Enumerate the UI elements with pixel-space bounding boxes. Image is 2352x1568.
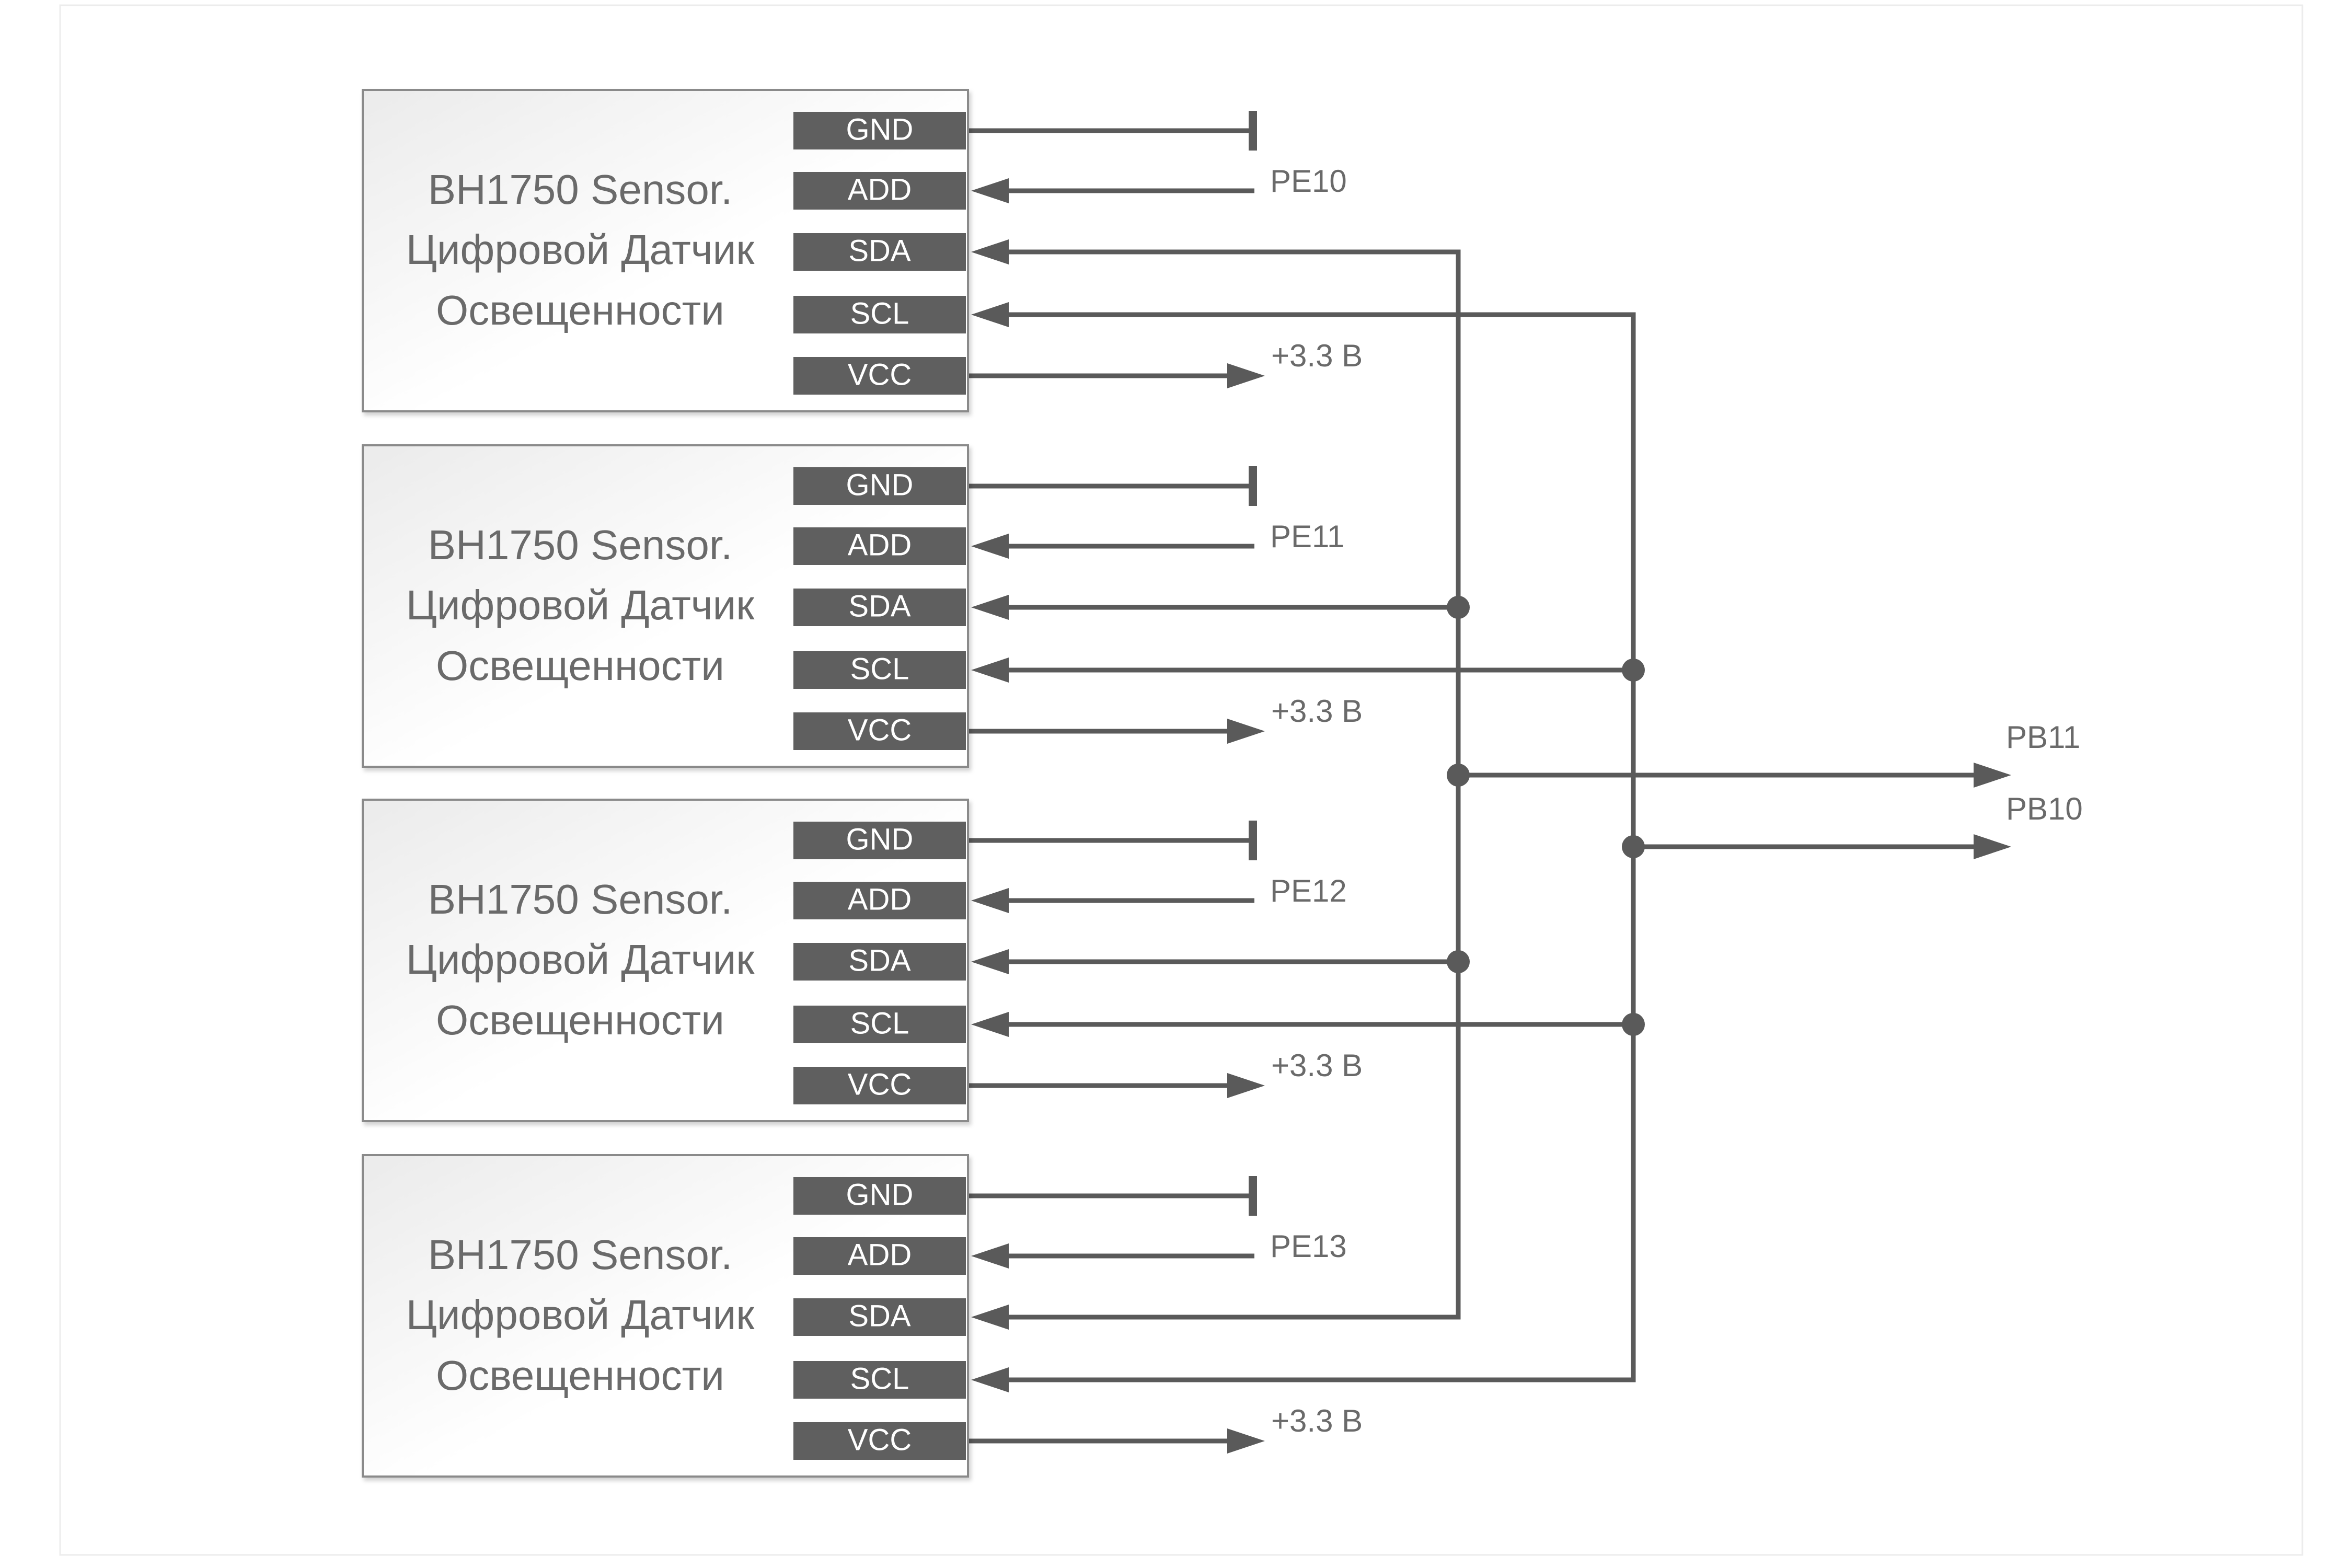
pin-label: ADD [848,172,912,206]
pin-add [793,882,966,919]
add-net-label: PE11 [1270,519,1344,554]
vcc-net-label: +3.3 В [1271,694,1363,729]
pin-label: VCC [848,358,912,391]
pin-label: VCC [848,1067,912,1101]
pin-label: SDA [848,1299,911,1333]
scl-junction-dot [1622,659,1645,682]
pin-add [793,172,966,210]
module-title-line: Освещенности [436,1352,724,1399]
pin-scl [793,1006,966,1043]
sda-junction-dot [1447,596,1470,619]
add-arrow [971,888,1009,913]
vcc-arrow [1227,363,1265,388]
pin-sda [793,943,966,981]
vcc-net-label: +3.3 В [1271,338,1363,373]
pin-sda [793,1298,966,1336]
ground-terminator [1249,1176,1257,1216]
pin-scl [793,1361,966,1399]
scl-arrow [971,1367,1009,1392]
sda-arrow [971,239,1009,264]
pin-gnd [793,112,966,149]
pin-add [793,1237,966,1275]
add-net-label: PE10 [1270,164,1347,199]
ground-terminator [1249,821,1257,860]
modules-layer: BH1750 Sensor. Цифровой Датчик Освещенност… [362,89,2083,1478]
module-title-line: BH1750 Sensor. [428,876,733,923]
scl-arrow [971,1012,1009,1037]
pin-label: ADD [848,528,912,562]
pin-label: GND [846,822,914,856]
ground-terminator [1249,466,1257,506]
pin-vcc [793,1422,966,1460]
pin-label: SDA [848,234,911,268]
module-title-line: Освещенности [436,997,724,1043]
pin-label: VCC [848,713,912,747]
pin-label: SCL [850,296,909,330]
pin-vcc [793,357,966,395]
pin-label: GND [846,468,914,502]
add-arrow [971,178,1009,203]
pin-label: GND [846,1178,914,1212]
pin-label: SCL [850,1362,909,1396]
pin-gnd [793,467,966,505]
module-title-line: BH1750 Sensor. [428,1231,733,1278]
add-net-label: PE13 [1270,1229,1347,1264]
sda-arrow [971,949,1009,974]
pin-sda [793,589,966,626]
vcc-arrow [1227,719,1265,744]
pin-label: ADD [848,1238,912,1272]
sensor-module-4: BH1750 Sensor. Цифровой Датчик Освещенност… [362,1154,1363,1478]
sensor-module-1: BH1750 Sensor. Цифровой Датчик Освещенност… [362,89,1363,412]
scl-arrow [971,658,1009,683]
pin-label: SDA [848,589,911,623]
output-junction-dot [1447,764,1470,787]
scl-junction-dot [1622,1013,1645,1036]
pin-gnd [793,1177,966,1215]
wires-layer [967,111,2011,1454]
pin-vcc [793,1067,966,1104]
pin-sda [793,233,966,271]
pin-add [793,527,966,565]
module-title-line: Освещенности [436,642,724,689]
pin-label: SCL [850,652,909,686]
module-title-line: Освещенности [436,287,724,333]
ground-terminator [1249,111,1257,151]
pin-label: SCL [850,1006,909,1040]
add-arrow [971,1243,1009,1269]
module-title-line: BH1750 Sensor. [428,522,733,568]
pin-scl [793,296,966,333]
module-title-line: Цифровой Датчик [406,582,755,628]
sda-junction-dot [1447,950,1470,973]
pin-vcc [793,712,966,750]
page-frame [59,4,2303,1556]
junctions-layer [1447,596,1645,1036]
output-net-label: PB11 [2006,720,2080,755]
scl-arrow [971,302,1009,327]
output-junction-dot [1622,835,1645,858]
vcc-arrow [1227,1428,1265,1454]
vcc-net-label: +3.3 В [1271,1403,1363,1438]
pin-label: ADD [848,882,912,916]
module-title-line: Цифровой Датчик [406,1292,755,1338]
sensor-module-2: BH1750 Sensor. Цифровой Датчик Освещенност… [362,444,1363,768]
add-net-label: PE12 [1270,873,1347,908]
pin-label: VCC [848,1423,912,1457]
sda-arrow [971,1305,1009,1330]
pin-label: GND [846,112,914,146]
output-net-label: PB10 [2006,791,2083,826]
module-title-line: Цифровой Датчик [406,936,755,983]
sensor-module-3: BH1750 Sensor. Цифровой Датчик Освещенност… [362,799,1363,1122]
vcc-arrow [1227,1073,1265,1098]
output-arrow [1974,763,2011,788]
module-title-line: BH1750 Sensor. [428,166,733,213]
output-arrow [1974,834,2011,859]
vcc-net-label: +3.3 В [1271,1048,1363,1083]
add-arrow [971,534,1009,559]
sda-arrow [971,595,1009,620]
module-title-line: Цифровой Датчик [406,226,755,273]
pin-scl [793,651,966,689]
pin-label: SDA [848,943,911,977]
pin-gnd [793,822,966,859]
